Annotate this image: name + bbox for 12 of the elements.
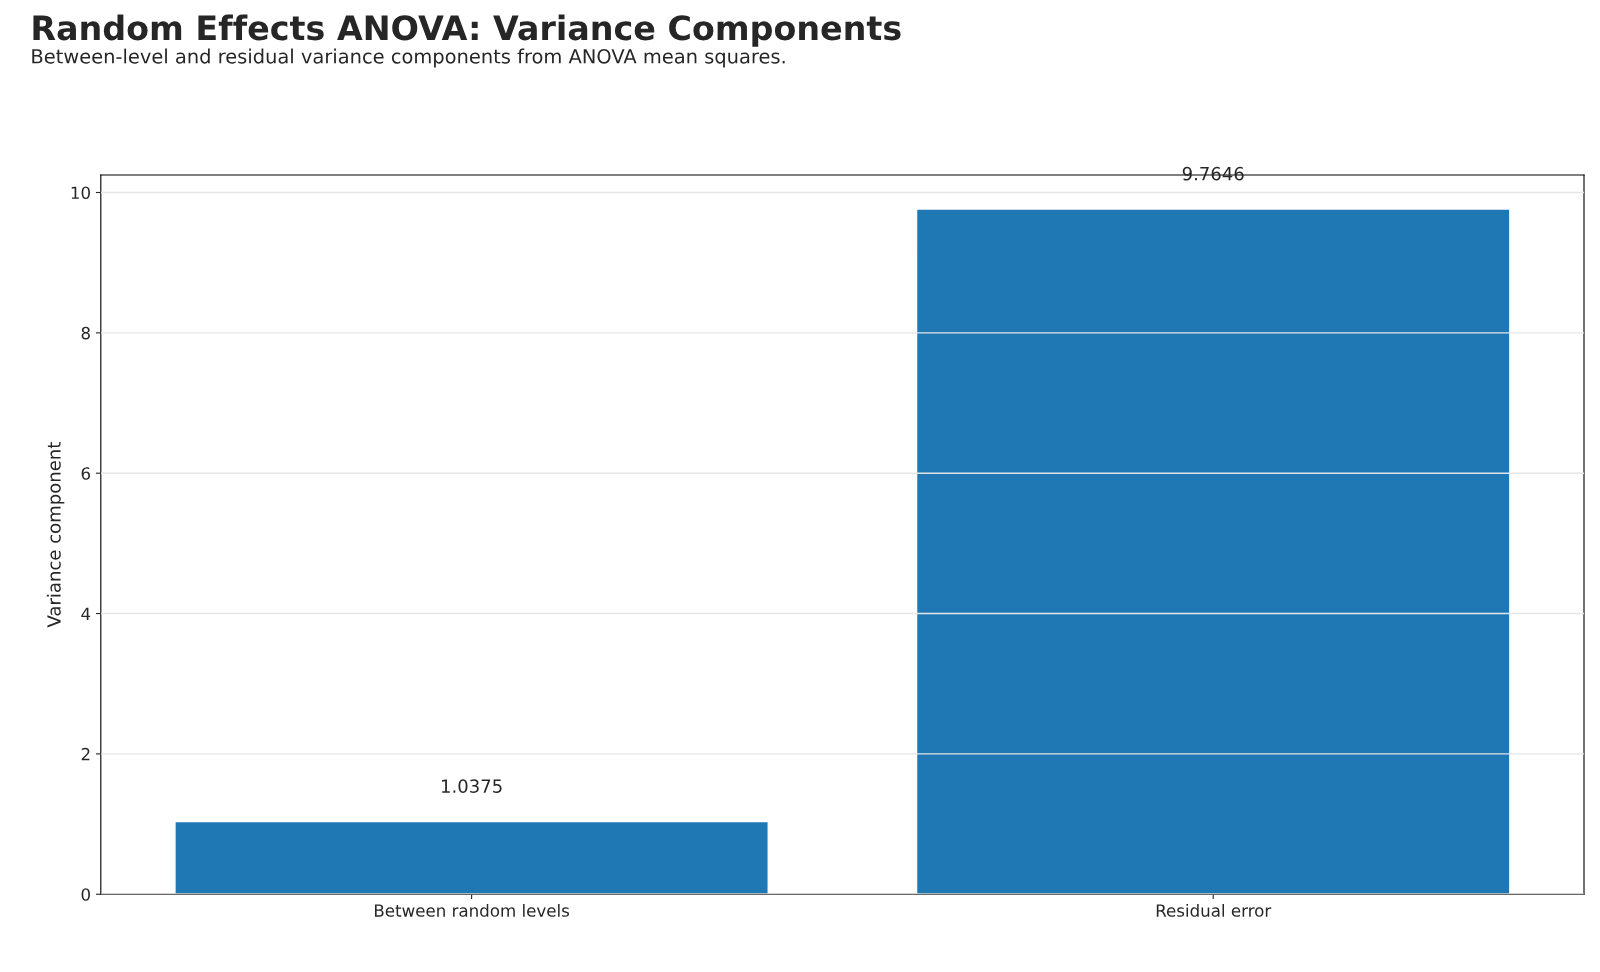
y-tick-label: 8 — [81, 326, 90, 340]
chart-subtitle: Between-level and residual variance components from ANOVA mean squares. — [32, 48, 785, 68]
data-label: 1.0375 — [441, 779, 502, 793]
y-tick-label: 2 — [81, 747, 90, 761]
y-axis-title: Variance component — [46, 442, 65, 628]
y-tick-label: 0 — [81, 888, 90, 901]
chart-title: Random Effects ANOVA: Variance Components — [33, 14, 901, 47]
y-tick-label: 6 — [81, 467, 91, 480]
y-tick-label: 10 — [71, 186, 90, 200]
x-tick-label: Between random levels — [375, 903, 570, 917]
y-tick-label: 4 — [81, 607, 91, 620]
x-tick-label: Residual error — [1156, 903, 1272, 917]
